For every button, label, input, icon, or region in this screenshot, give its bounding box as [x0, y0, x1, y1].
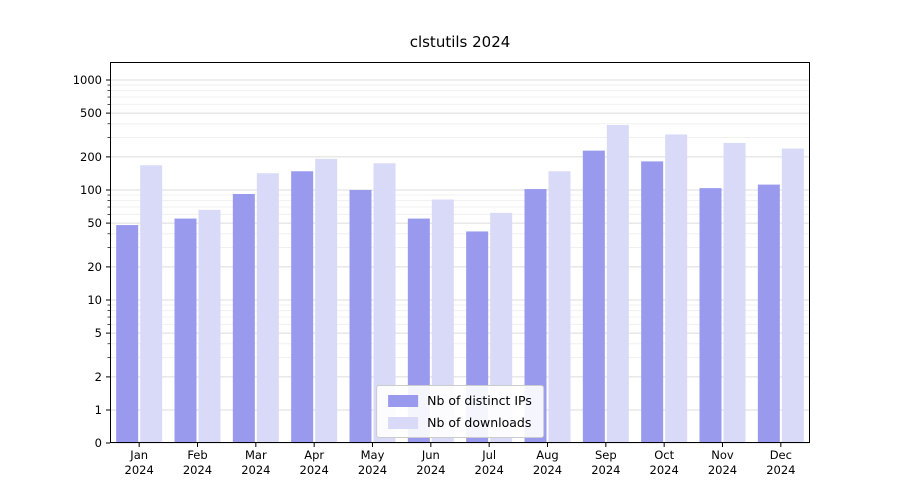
- x-tick-label-sep: Sep 2024: [591, 448, 621, 477]
- chart-title: clstutils 2024: [409, 33, 511, 51]
- legend: Nb of distinct IPs Nb of downloads: [376, 385, 544, 438]
- y-tick-label: 10: [87, 293, 102, 307]
- y-tick-label: 1: [94, 403, 102, 417]
- legend-swatch-distinct-ips: [388, 394, 419, 407]
- legend-label-downloads: Nb of downloads: [427, 415, 532, 430]
- legend-entry-downloads: Nb of downloads: [388, 415, 532, 430]
- bar-nb-of-downloads-aug: [548, 171, 571, 443]
- plot-area: Nb of distinct IPs Nb of downloads: [106, 62, 810, 447]
- bar-nb-of-downloads-jun: [431, 199, 454, 443]
- y-tick-label: 2: [94, 369, 102, 384]
- y-tick-label: 500: [80, 106, 102, 121]
- bar-nb-of-downloads-apr: [315, 158, 338, 443]
- x-tick-label-oct: Oct 2024: [649, 448, 679, 477]
- bar-nb-of-distinct-ips-aug: [524, 189, 547, 443]
- legend-label-distinct-ips: Nb of distinct IPs: [427, 393, 532, 408]
- bar-nb-of-distinct-ips-mar: [232, 193, 255, 443]
- x-tick-label-nov: Nov 2024: [707, 448, 738, 477]
- y-tick-label: 20: [87, 259, 102, 274]
- y-tick-label: 5: [94, 326, 102, 341]
- bar-nb-of-distinct-ips-jan: [116, 225, 139, 443]
- x-tick-label-feb: Feb 2024: [182, 448, 213, 477]
- bar-nb-of-downloads-nov: [723, 142, 746, 443]
- y-tick-label: 0: [94, 436, 102, 450]
- y-tick-label: 200: [80, 149, 102, 164]
- bar-nb-of-distinct-ips-sep: [582, 150, 605, 443]
- x-tick-label-may: May 2024: [357, 448, 388, 477]
- legend-swatch-downloads: [388, 416, 419, 429]
- x-tick-label-aug: Aug 2024: [532, 448, 563, 477]
- y-tick-label: 1000: [72, 73, 102, 87]
- x-tick-label-jun: Jun 2024: [416, 448, 446, 477]
- bar-nb-of-downloads-sep: [606, 124, 629, 444]
- bar-nb-of-distinct-ips-apr: [291, 171, 314, 443]
- legend-entry-distinct-ips: Nb of distinct IPs: [388, 393, 532, 408]
- plot-border: [110, 62, 810, 443]
- x-axis-tick-labels: Jan 2024 Feb 2024 Mar 2024 Apr 2024 May 2024…: [110, 448, 810, 488]
- x-tick-label-jul: Jul 2024: [474, 448, 504, 477]
- bar-nb-of-distinct-ips-may: [349, 190, 372, 443]
- x-tick-label-apr: Apr 2024: [299, 448, 329, 477]
- bar-nb-of-distinct-ips-oct: [641, 161, 664, 443]
- bar-nb-of-downloads-may: [373, 163, 396, 443]
- bar-nb-of-distinct-ips-nov: [699, 188, 722, 443]
- x-tick-label-dec: Dec 2024: [766, 448, 796, 477]
- bar-nb-of-downloads-dec: [781, 148, 804, 443]
- bar-nb-of-downloads-mar: [256, 173, 279, 443]
- y-tick-label: 50: [87, 216, 102, 231]
- bar-nb-of-distinct-ips-dec: [757, 184, 780, 443]
- x-tick-label-mar: Mar 2024: [241, 448, 271, 477]
- x-tick-label-jan: Jan 2024: [124, 448, 154, 477]
- bar-nb-of-downloads-feb: [198, 209, 221, 443]
- bar-nb-of-distinct-ips-feb: [174, 218, 197, 443]
- bar-nb-of-downloads-oct: [665, 134, 688, 443]
- bar-nb-of-downloads-jan: [140, 165, 163, 443]
- y-tick-label: 100: [80, 183, 102, 197]
- y-axis-tick-labels: 0 1 2 5 10 20 50 100 200 500 1000: [0, 62, 102, 450]
